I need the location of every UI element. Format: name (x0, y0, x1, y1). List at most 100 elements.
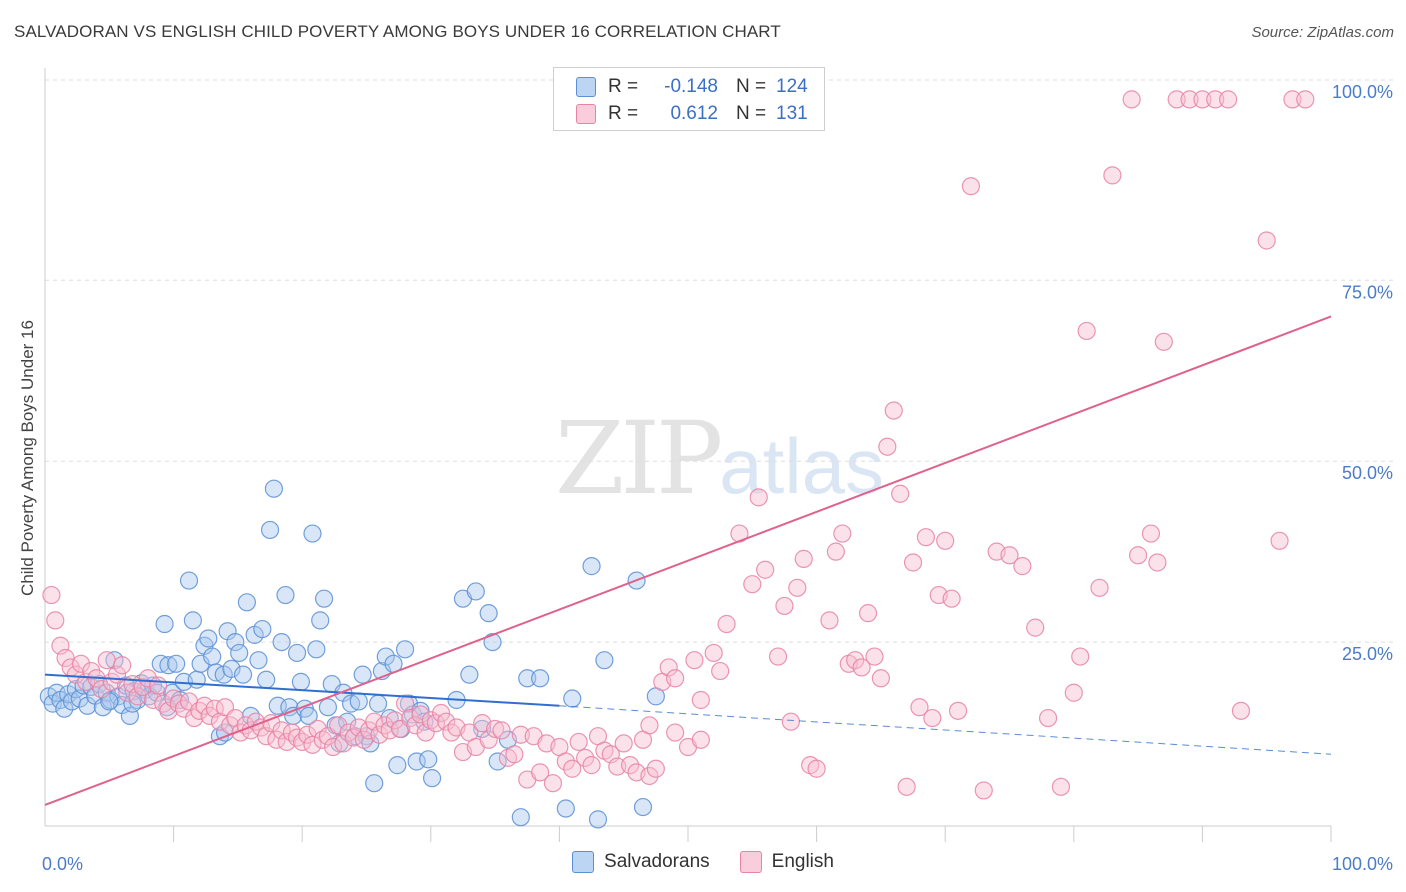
english-point (543, 774, 563, 793)
english-point (1128, 546, 1148, 565)
salvadorans-point (253, 619, 272, 639)
english-point (149, 676, 168, 695)
english-point (370, 725, 389, 744)
salvadorans-point (264, 479, 284, 498)
english-point (395, 694, 415, 713)
legend-row-salvadorans: R = -0.148 N = 124 (576, 74, 808, 100)
salvadorans-point (556, 799, 575, 818)
english-point (1206, 90, 1225, 109)
salvadorans-point (299, 706, 318, 726)
legend-row-english: R = 0.612 N = 131 (576, 101, 808, 127)
salvadorans-point (226, 632, 245, 652)
english-point (846, 651, 865, 670)
salvadorans-point (376, 647, 395, 666)
salvadorans-point (488, 752, 507, 771)
english-point (133, 677, 152, 697)
english-point (505, 745, 524, 764)
english-point (437, 712, 456, 731)
salvadorans-point (237, 593, 257, 612)
english-point (226, 708, 245, 728)
tick-labels: 25.0% 50.0% 75.0% 100.0% 0.0% 100.0% Child Pov… (18, 82, 1393, 874)
salvadorans-point (241, 706, 260, 726)
english-point (659, 658, 678, 677)
english-point (756, 560, 775, 579)
salvadorans-point (291, 672, 311, 691)
english-point (210, 712, 229, 731)
english-point (1231, 701, 1251, 720)
series-swatch-blue (572, 851, 595, 873)
english-point (42, 585, 61, 605)
salvadorans-point (268, 696, 287, 715)
salvadorans-point (183, 611, 202, 630)
english-point (375, 716, 394, 735)
salvadorans-point (151, 654, 170, 673)
english-point (788, 578, 807, 597)
salvadorans-point (633, 797, 653, 817)
english-point (1013, 557, 1032, 576)
english-point (143, 690, 163, 710)
salvadorans-point (191, 654, 210, 673)
english-point (46, 611, 65, 630)
english-point (71, 654, 91, 673)
english-point (339, 723, 358, 742)
english-point (1090, 578, 1109, 597)
english-point (942, 589, 961, 608)
salvadorans-point (595, 651, 614, 670)
english-point (833, 524, 852, 543)
english-point (691, 690, 710, 710)
english-point (421, 711, 440, 730)
english-point (704, 643, 723, 663)
series-swatch-pink (739, 851, 762, 873)
english-point (277, 732, 296, 752)
salvadorans-point (203, 647, 222, 666)
english-point (749, 488, 768, 507)
series-label-english: English (771, 851, 834, 872)
salvadorans-point (353, 665, 372, 684)
english-point (128, 687, 147, 706)
trend-lines (44, 315, 1332, 806)
english-point (576, 748, 595, 767)
salvadorans-point (388, 756, 407, 775)
english-point (563, 759, 582, 778)
english-point (614, 734, 633, 753)
english-point (329, 716, 348, 735)
salvadorans-point (287, 643, 307, 663)
english-point (323, 737, 343, 757)
salvadorans-point (479, 604, 498, 623)
salvadorans-point (588, 810, 608, 829)
english-points (42, 90, 1315, 800)
legend-n-label: N = (736, 103, 767, 124)
english-point (1180, 90, 1199, 109)
salvadorans-point (179, 571, 199, 590)
english-point (582, 756, 601, 775)
y-axis-label: Child Poverty Among Boys Under 16 (18, 320, 37, 596)
english-point (113, 656, 132, 675)
english-point (1154, 332, 1173, 351)
salvadorans-point (349, 692, 368, 711)
english-point (878, 437, 897, 456)
english-point (884, 401, 903, 420)
english-point (97, 651, 116, 670)
salvadorans-point (419, 750, 438, 769)
english-point (190, 701, 209, 720)
english-point (569, 732, 588, 752)
y-tick-label: 100.0% (1332, 82, 1393, 102)
english-point (794, 549, 813, 568)
salvadorans-trend-extension (559, 705, 1332, 755)
english-point (936, 531, 955, 550)
legend-n-value: 131 (776, 103, 808, 124)
english-point (685, 651, 704, 670)
english-point (66, 665, 85, 684)
salvadorans-point (395, 640, 415, 659)
salvadorans-point (483, 632, 502, 652)
english-point (768, 647, 788, 666)
english-point (961, 177, 981, 196)
english-point (195, 696, 214, 715)
english-point (666, 669, 685, 688)
salvadorans-point (78, 696, 97, 715)
y-tick-label: 25.0% (1342, 644, 1393, 664)
english-point (743, 575, 762, 594)
series-label-salvadorans: Salvadorans (604, 851, 710, 872)
english-point (385, 711, 404, 730)
english-point (479, 730, 498, 749)
